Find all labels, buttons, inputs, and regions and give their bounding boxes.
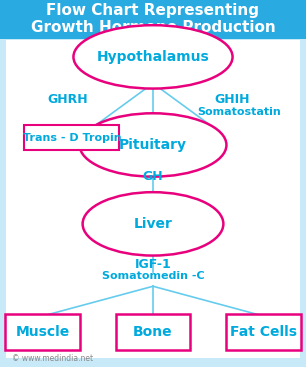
FancyBboxPatch shape	[0, 0, 306, 39]
FancyBboxPatch shape	[6, 40, 300, 358]
Text: IGF-1: IGF-1	[135, 258, 171, 272]
Text: GHRH: GHRH	[47, 92, 88, 106]
Text: Fat Cells: Fat Cells	[230, 325, 297, 339]
Ellipse shape	[83, 192, 223, 255]
FancyBboxPatch shape	[226, 314, 300, 350]
Text: Growth Hormone Production: Growth Hormone Production	[31, 20, 275, 35]
Text: Muscle: Muscle	[16, 325, 70, 339]
Text: © www.medindia.net: © www.medindia.net	[12, 354, 93, 363]
Text: GH: GH	[143, 170, 163, 184]
Text: GHIH: GHIH	[215, 92, 250, 106]
Ellipse shape	[73, 25, 233, 88]
Text: Somatomedin -C: Somatomedin -C	[102, 271, 204, 281]
FancyBboxPatch shape	[24, 125, 119, 150]
Text: Somatostatin: Somatostatin	[197, 107, 281, 117]
FancyBboxPatch shape	[116, 314, 190, 350]
Text: Liver: Liver	[133, 217, 173, 231]
Text: Pituitary: Pituitary	[119, 138, 187, 152]
Text: Bone: Bone	[133, 325, 173, 339]
FancyBboxPatch shape	[6, 314, 80, 350]
Ellipse shape	[80, 113, 226, 177]
Text: Trans - D Tropin: Trans - D Tropin	[23, 132, 121, 143]
Text: Hypothalamus: Hypothalamus	[97, 50, 209, 64]
Text: Flow Chart Representing: Flow Chart Representing	[47, 3, 259, 18]
